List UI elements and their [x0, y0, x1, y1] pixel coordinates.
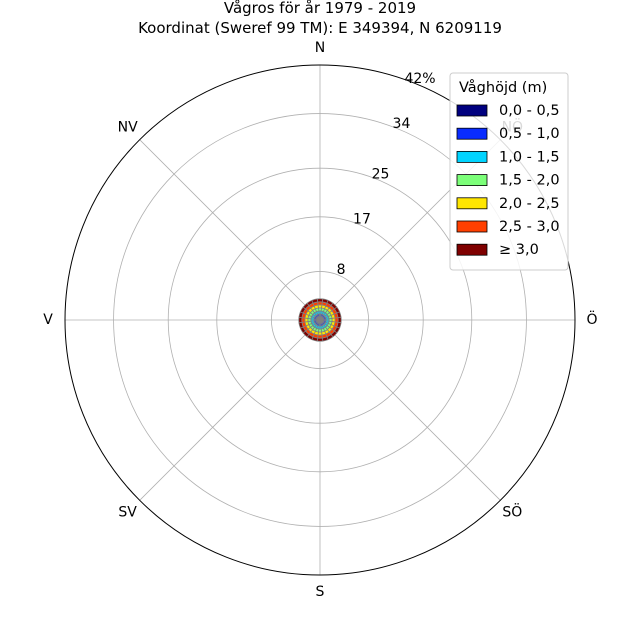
radial-tick-label: 25 — [372, 166, 390, 182]
legend-swatch — [456, 127, 488, 140]
rose-sector-segment — [311, 298, 319, 304]
legend-swatch — [456, 197, 488, 210]
polar-grid — [64, 64, 576, 576]
legend-entry-label: ≥ 3,0 — [499, 242, 539, 258]
direction-label: S — [316, 584, 325, 600]
direction-label: Ö — [586, 310, 597, 328]
direction-label: SV — [118, 504, 137, 520]
grid-ring — [216, 216, 424, 424]
spoke-line — [139, 319, 321, 501]
direction-label: V — [43, 312, 53, 328]
radial-tick-label: 17 — [353, 211, 371, 227]
legend-entry-label: 2,5 - 3,0 — [499, 219, 560, 235]
radial-tick-label: 42% — [404, 71, 435, 87]
legend-entry-label: 1,5 - 2,0 — [499, 173, 560, 189]
chart-title: Vågros för år 1979 - 2019 — [224, 0, 416, 17]
chart-subtitle: Koordinat (Sweref 99 TM): E 349394, N 62… — [138, 19, 502, 37]
rose-sectors — [298, 298, 342, 342]
direction-label: NV — [118, 120, 138, 136]
outer-ring — [64, 64, 576, 576]
legend-swatch — [456, 104, 488, 117]
legend-swatch — [456, 220, 488, 233]
legend-swatch — [456, 150, 488, 163]
legend-entry-label: 2,0 - 2,5 — [499, 196, 560, 212]
rose-sector-segment — [337, 316, 342, 324]
rose-sector-segment — [316, 298, 324, 303]
legend-entry-label: 0,5 - 1,0 — [499, 126, 560, 142]
grid-ring — [167, 167, 473, 473]
radial-tick-label: 8 — [337, 262, 346, 278]
radial-tick-labels: 8 17 25 34 42% — [337, 71, 436, 278]
legend-swatch — [456, 174, 488, 187]
legend-entry-label: 0,0 - 0,5 — [499, 103, 560, 119]
direction-label: SÖ — [502, 502, 522, 520]
spoke-line — [319, 319, 501, 501]
grid-ring — [113, 113, 527, 527]
rose-sector-segment — [316, 337, 324, 342]
spoke-line — [139, 139, 321, 321]
grid-ring — [271, 271, 369, 369]
legend-entry-label: 1,0 - 1,5 — [499, 149, 560, 165]
radial-tick-label: 34 — [393, 116, 411, 132]
legend-swatch — [456, 243, 488, 256]
legend-title: Våghöjd (m) — [459, 79, 547, 96]
rose-sector-segment — [298, 316, 303, 324]
legend: Våghöjd (m) 0,0 - 0,5 0,5 - 1,0 1,0 - 1,5 1… — [449, 72, 569, 271]
direction-label: N — [315, 40, 325, 56]
